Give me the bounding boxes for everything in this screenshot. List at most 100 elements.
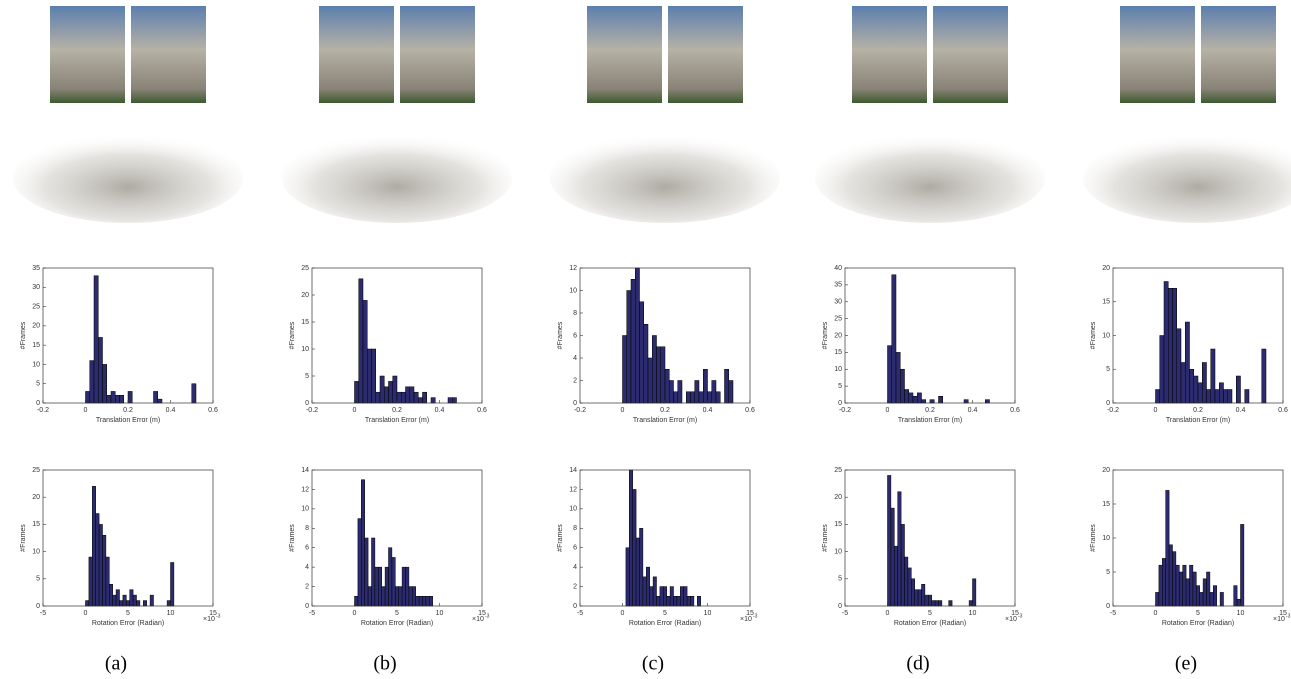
bar: [384, 386, 389, 404]
x-tick-label: -5: [842, 610, 848, 617]
bar: [673, 391, 678, 404]
bar: [143, 600, 147, 607]
bar: [1155, 592, 1160, 607]
bar: [153, 391, 158, 404]
y-tick-label: 12: [569, 265, 577, 272]
bar: [1158, 564, 1163, 607]
bar: [115, 395, 120, 404]
bar: [659, 586, 664, 607]
y-tick-label: 25: [834, 467, 842, 474]
bar: [921, 583, 926, 607]
y-tick-label: 20: [301, 292, 309, 299]
bar: [683, 586, 688, 607]
bar: [931, 600, 936, 607]
bar: [374, 566, 379, 607]
bar: [418, 596, 423, 607]
bar: [358, 278, 364, 404]
y-tick-label: 20: [32, 494, 40, 501]
bar: [371, 537, 376, 607]
x-tick-label: 0: [886, 610, 890, 617]
x-tick-label: 0.6: [745, 407, 755, 414]
photo: [852, 6, 927, 103]
y-tick-label: 8: [305, 525, 309, 532]
axes-frame: [42, 469, 214, 607]
y-tick-label: 0: [838, 400, 842, 407]
y-tick-label: 20: [834, 494, 842, 501]
y-tick-label: 5: [1106, 366, 1110, 373]
bar: [938, 600, 943, 607]
bar: [625, 547, 630, 607]
x-scale-exponent: -3: [1018, 613, 1023, 619]
bar: [646, 566, 650, 607]
x-tick-label: 10: [167, 610, 175, 617]
bar: [112, 594, 117, 607]
bar: [1163, 281, 1169, 404]
bar: [157, 398, 163, 404]
x-tick-label: -0.2: [839, 407, 851, 414]
bar: [1199, 592, 1204, 607]
bar: [401, 391, 406, 404]
bar: [379, 375, 385, 404]
bar: [891, 274, 897, 404]
bar: [106, 395, 112, 404]
x-axis-label: Rotation Error (Radian): [92, 620, 164, 627]
bar: [686, 391, 691, 404]
bar: [378, 566, 382, 607]
y-tick-label: 2: [573, 377, 577, 384]
y-tick-label: 14: [301, 467, 309, 474]
bar: [690, 596, 695, 607]
panel-caption: (c): [642, 653, 664, 675]
bar: [669, 586, 674, 607]
bar: [639, 528, 644, 607]
bar: [105, 556, 110, 607]
bar: [367, 586, 372, 607]
bar: [127, 391, 133, 404]
x-tick-label: -0.2: [574, 407, 586, 414]
bar: [894, 545, 898, 607]
y-tick-label: 10: [301, 506, 309, 513]
y-tick-label: 0: [36, 400, 40, 407]
y-tick-label: 0: [573, 603, 577, 610]
bar: [1223, 389, 1228, 404]
y-tick-label: 10: [301, 346, 309, 353]
bar: [948, 600, 953, 607]
x-scale-base: ×10: [472, 616, 484, 623]
y-tick-label: 40: [834, 265, 842, 272]
panel-caption: (d): [906, 653, 929, 675]
bar: [985, 399, 990, 404]
y-axis-label: #Frames: [20, 524, 27, 552]
bar: [384, 566, 389, 607]
y-tick-label: 0: [36, 603, 40, 610]
x-tick-label: 5: [1196, 610, 1200, 617]
y-tick-label: 12: [569, 486, 577, 493]
x-tick-label: 5: [928, 610, 932, 617]
x-tick-label: -5: [309, 610, 315, 617]
bar: [398, 586, 403, 607]
x-tick-label: 0: [1154, 610, 1158, 617]
bar: [1202, 362, 1207, 404]
x-tick-label: 0: [621, 407, 625, 414]
bar: [418, 397, 423, 404]
photos: [13, 6, 1291, 223]
bar: [917, 392, 922, 404]
bar: [85, 391, 90, 404]
bar: [102, 535, 107, 607]
bar: [371, 348, 376, 404]
bar: [1209, 592, 1214, 607]
bar: [364, 537, 369, 607]
axes-frame: [579, 469, 751, 607]
bar: [715, 391, 721, 404]
bar: [934, 600, 939, 607]
bar: [642, 576, 647, 607]
bar: [166, 600, 171, 607]
y-tick-label: 14: [569, 467, 577, 474]
x-tick-label: 0: [84, 610, 88, 617]
x-scale-base: ×10: [1273, 616, 1285, 623]
y-tick-label: 0: [573, 400, 577, 407]
x-tick-label: 0.6: [208, 407, 218, 414]
photo: [1201, 6, 1276, 103]
x-tick-label: -5: [40, 610, 46, 617]
bar: [409, 386, 415, 404]
x-tick-label: 0.6: [1010, 407, 1020, 414]
bar: [136, 600, 141, 607]
